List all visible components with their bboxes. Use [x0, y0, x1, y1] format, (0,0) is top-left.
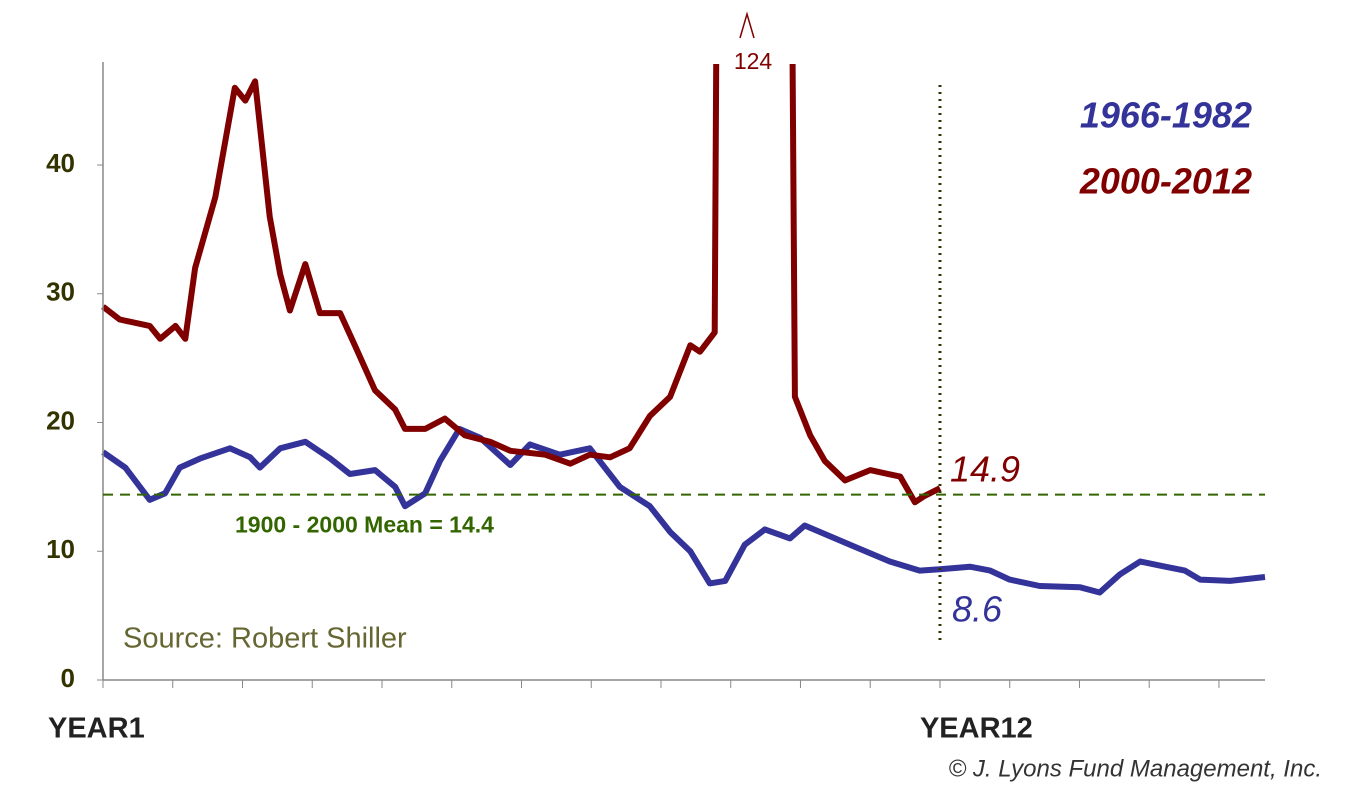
- data-label: 124: [734, 48, 773, 74]
- data-label: 14.9: [950, 449, 1020, 490]
- x-tick-label: YEAR12: [920, 713, 1033, 745]
- y-tick-label: 40: [46, 148, 75, 178]
- y-tick-label: 30: [46, 277, 75, 307]
- legend-entry: 2000-2012: [1079, 161, 1252, 202]
- mean-label: 1900 - 2000 Mean = 14.4: [235, 512, 494, 538]
- source-note: Source: Robert Shiller: [123, 623, 407, 655]
- series-line: [101, 64, 942, 506]
- x-tick-label: YEAR1: [48, 713, 145, 745]
- off-scale-arrow: [739, 11, 755, 39]
- y-tick-label: 0: [61, 663, 75, 693]
- series-line: [101, 425, 1266, 596]
- plot-area: [101, 64, 1266, 596]
- copyright: © J. Lyons Fund Management, Inc.: [949, 755, 1322, 782]
- y-tick-label: 20: [46, 405, 75, 435]
- data-label: 8.6: [952, 589, 1003, 630]
- legend-entry: 1966-1982: [1080, 95, 1252, 136]
- y-tick-label: 10: [46, 534, 75, 564]
